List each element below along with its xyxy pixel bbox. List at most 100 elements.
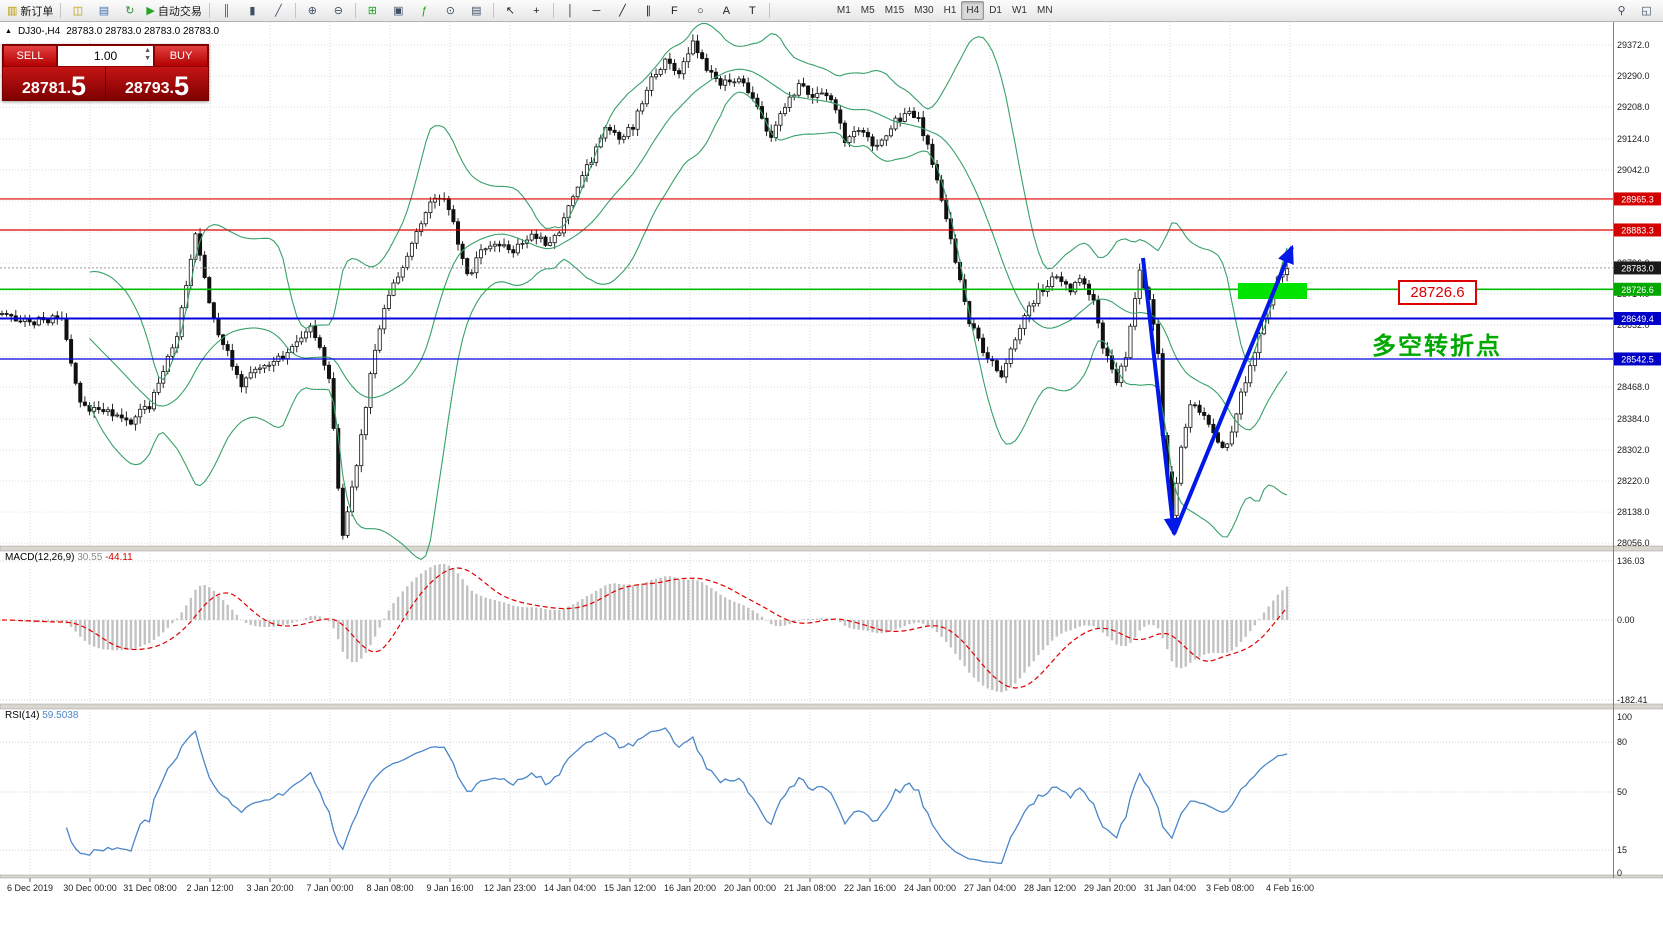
indicators-icon[interactable]: ƒ — [412, 1, 437, 21]
bar-chart-icon: ║ — [222, 4, 231, 17]
text-icon[interactable]: A — [714, 1, 739, 21]
timeframe-m1[interactable]: M1 — [836, 5, 851, 16]
svg-text:29372.0: 29372.0 — [1617, 40, 1650, 50]
time-label: 12 Jan 23:00 — [484, 883, 536, 893]
profiles-icon[interactable]: ▤ — [91, 1, 116, 21]
time-label: 3 Feb 08:00 — [1206, 883, 1254, 893]
charts-grid-icon[interactable]: ◫ — [65, 1, 90, 21]
charts-grid-icon: ◫ — [72, 5, 84, 17]
svg-text:-182.41: -182.41 — [1617, 695, 1648, 705]
svg-text:100: 100 — [1617, 712, 1632, 722]
zoom-in-icon: ⊕ — [307, 5, 317, 17]
zoom-out-icon[interactable]: ⊖ — [326, 1, 351, 21]
svg-text:29208.0: 29208.0 — [1617, 102, 1650, 112]
sell-price-big-digit: 5 — [70, 71, 86, 101]
volume-spin-arrows[interactable]: ▲ ▼ — [144, 47, 151, 63]
timeframe-h4[interactable]: H4 — [961, 1, 985, 20]
macd-label: MACD(12,26,9) 30.55 -44.11 — [5, 552, 133, 563]
svg-text:136.03: 136.03 — [1617, 556, 1645, 566]
cascade-windows-icon: ▣ — [393, 5, 404, 17]
line-chart-icon[interactable]: ╱ — [266, 1, 291, 21]
time-label: 31 Jan 04:00 — [1144, 883, 1196, 893]
chart-area[interactable]: 29372.029290.029208.029124.029042.028960… — [0, 22, 1663, 946]
auto-trading-button-label: 自动交易 — [157, 5, 202, 18]
templates-icon: ▤ — [471, 5, 482, 17]
time-label: 14 Jan 04:00 — [544, 883, 596, 893]
sell-button[interactable]: SELL — [3, 45, 57, 67]
svg-text:29042.0: 29042.0 — [1617, 165, 1650, 175]
channel-icon[interactable]: ∥ — [636, 1, 661, 21]
templates-icon[interactable]: ▤ — [464, 1, 489, 21]
time-label: 24 Jan 00:00 — [904, 883, 956, 893]
price-tag-28542.5: 28542.5 — [1621, 354, 1654, 364]
expand-icon[interactable]: ◱ — [1641, 5, 1652, 17]
auto-trading-button[interactable]: ▶ 自动交易 — [143, 1, 204, 21]
timeframe-m15[interactable]: M15 — [884, 5, 905, 16]
bollinger-bands — [89, 22, 1288, 561]
buy-price-button[interactable]: 28793. 5 — [106, 67, 208, 100]
horizontal-line-icon[interactable]: ─ — [584, 1, 609, 21]
candles-layer — [0, 34, 1290, 540]
timeframe-w1[interactable]: W1 — [1011, 5, 1027, 16]
shapes-icon[interactable]: ○ — [688, 1, 713, 21]
time-label: 20 Jan 00:00 — [724, 883, 776, 893]
buy-button[interactable]: BUY — [154, 45, 208, 67]
rsi-line — [65, 727, 1288, 865]
spin-down-icon[interactable]: ▼ — [144, 55, 151, 62]
bar-chart-icon[interactable]: ║ — [214, 1, 239, 21]
price-callout-28726[interactable]: 28726.6 — [1398, 280, 1477, 305]
text-icon: A — [722, 4, 731, 17]
candlestick-chart-icon[interactable]: ▮ — [240, 1, 265, 21]
timeframe-m5[interactable]: M5 — [860, 5, 875, 16]
tile-windows-icon[interactable]: ⊞ — [360, 1, 385, 21]
vertical-line-icon[interactable]: │ — [558, 1, 583, 21]
refresh-icon[interactable]: ↻ — [117, 1, 142, 21]
fibonacci-icon[interactable]: F — [662, 1, 687, 21]
svg-text:29124.0: 29124.0 — [1617, 134, 1650, 144]
new-order-button[interactable]: ▥ 新订单 — [4, 1, 56, 21]
svg-text:15: 15 — [1617, 845, 1627, 855]
chart-ohlc-values: 28783.0 28783.0 28783.0 28783.0 — [66, 26, 220, 37]
arrow-label-icon[interactable]: T — [740, 1, 765, 21]
timeframe-mn[interactable]: MN — [1036, 5, 1053, 16]
rsi-value: 59.5038 — [42, 710, 79, 721]
timeframe-h1[interactable]: H1 — [943, 5, 957, 16]
panel-splitters — [0, 545, 1663, 879]
time-label: 6 Dec 2019 — [7, 883, 53, 893]
svg-text:0: 0 — [1617, 868, 1622, 878]
volume-stepper[interactable]: 1.00 ▲ ▼ — [57, 45, 154, 67]
time-label: 31 Dec 08:00 — [123, 883, 177, 893]
search-icon[interactable]: ⚲ — [1617, 5, 1626, 17]
svg-text:28632.0: 28632.0 — [1617, 320, 1650, 330]
turning-point-label[interactable]: 多空转折点 — [1372, 333, 1502, 360]
macd-name: MACD(12,26,9) — [5, 552, 75, 563]
cascade-windows-icon[interactable]: ▣ — [386, 1, 411, 21]
chart-symbol-period: DJ30-,H4 — [17, 26, 61, 37]
horizontal-line-icon: ─ — [592, 4, 601, 17]
horizontal-lines — [0, 198, 1613, 360]
svg-text:28220.0: 28220.0 — [1617, 476, 1650, 486]
trendline-icon: ╱ — [619, 5, 626, 17]
timeframe-d1[interactable]: D1 — [989, 5, 1002, 16]
price-tag-28783.0: 28783.0 — [1621, 263, 1654, 273]
zoom-in-icon[interactable]: ⊕ — [300, 1, 325, 21]
collapse-panel-icon[interactable]: ▲ — [5, 28, 12, 35]
sell-price: 28781. — [22, 80, 71, 97]
trendline-icon[interactable]: ╱ — [610, 1, 635, 21]
svg-text:28138.0: 28138.0 — [1617, 507, 1650, 517]
periods-icon[interactable]: ⊙ — [438, 1, 463, 21]
crosshair-icon[interactable]: + — [524, 1, 549, 21]
price-tag-28726.6: 28726.6 — [1621, 285, 1654, 295]
spin-up-icon[interactable]: ▲ — [144, 47, 151, 54]
periods-icon: ⊙ — [445, 5, 455, 17]
crosshair-icon: + — [533, 4, 540, 17]
sell-price-button[interactable]: 28781. 5 — [3, 67, 106, 100]
time-label: 28 Jan 12:00 — [1024, 883, 1076, 893]
timeframe-m30[interactable]: M30 — [914, 5, 934, 16]
cursor-icon[interactable]: ↖ — [498, 1, 523, 21]
svg-text:28056.0: 28056.0 — [1617, 538, 1650, 548]
chart-ohlc-header: ▲ DJ30-,H4 28783.0 28783.0 28783.0 28783… — [5, 26, 219, 37]
channel-icon: ∥ — [645, 5, 652, 17]
gridlines — [0, 22, 1613, 875]
shapes-icon: ○ — [697, 4, 704, 17]
